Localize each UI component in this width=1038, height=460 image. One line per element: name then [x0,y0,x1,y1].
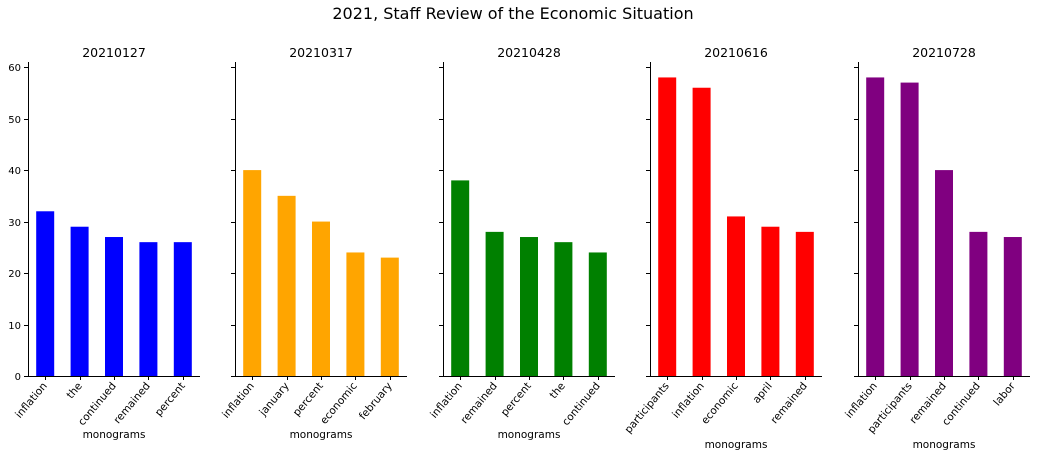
bar [277,195,296,376]
panel-title: 20210127 [82,45,146,60]
bar [554,242,573,376]
y-tick-label: 50 [8,115,21,126]
y-tick-label: 30 [8,218,21,229]
bar [900,82,919,376]
bar [761,226,780,376]
chart-panel: 20210728inflationparticipantsremainedcon… [843,45,1030,451]
bar [692,87,711,377]
x-tick-label: the [548,380,568,401]
y-tick-label: 20 [8,269,21,280]
y-tick-label: 10 [8,321,21,332]
bar [105,237,123,376]
bar [795,231,814,376]
x-tick-label: january [256,380,291,419]
x-axis-label: monograms [705,439,768,451]
bar [866,77,885,376]
x-tick-label: the [65,380,85,401]
x-tick-label: labor [991,380,1018,409]
panel-title: 20210317 [289,45,353,60]
bar [658,77,677,376]
x-tick-label: april [751,380,775,406]
x-tick-label: percent [291,380,326,419]
bar [935,170,953,376]
bar [243,170,262,376]
panel-title: 20210728 [912,45,976,60]
x-axis-label: monograms [83,429,146,441]
bar [380,257,399,376]
x-tick-label: percent [153,380,188,419]
x-tick-label: participants [622,380,671,436]
bar [451,180,470,376]
y-tick-label: 0 [15,372,21,383]
bar [485,231,504,376]
x-tick-label: inflation [670,380,707,420]
x-tick-label: february [357,380,395,422]
bar [36,211,55,376]
x-tick-label: remained [459,380,500,426]
figure-title: 2021, Staff Review of the Economic Situa… [332,4,693,23]
bar [139,242,158,376]
bar [588,252,607,376]
x-axis-label: monograms [913,439,976,451]
bar [312,221,330,376]
bar [1003,237,1022,376]
panel-title: 20210616 [704,45,768,60]
x-tick-label: inflation [428,380,465,420]
bar [520,237,538,376]
y-tick-label: 40 [8,166,21,177]
x-tick-label: inflation [220,380,257,420]
bar [727,216,745,376]
x-tick-label: percent [499,380,534,419]
x-axis-label: monograms [290,429,353,441]
panel-title: 20210428 [497,45,561,60]
bar [70,226,89,376]
x-axis-label: monograms [498,429,561,441]
x-tick-label: inflation [13,380,50,420]
x-tick-label: inflation [843,380,880,420]
bar [173,242,192,376]
bar [969,231,988,376]
y-tick-label: 60 [8,63,21,74]
x-tick-label: remained [769,380,810,426]
bar [346,252,365,376]
